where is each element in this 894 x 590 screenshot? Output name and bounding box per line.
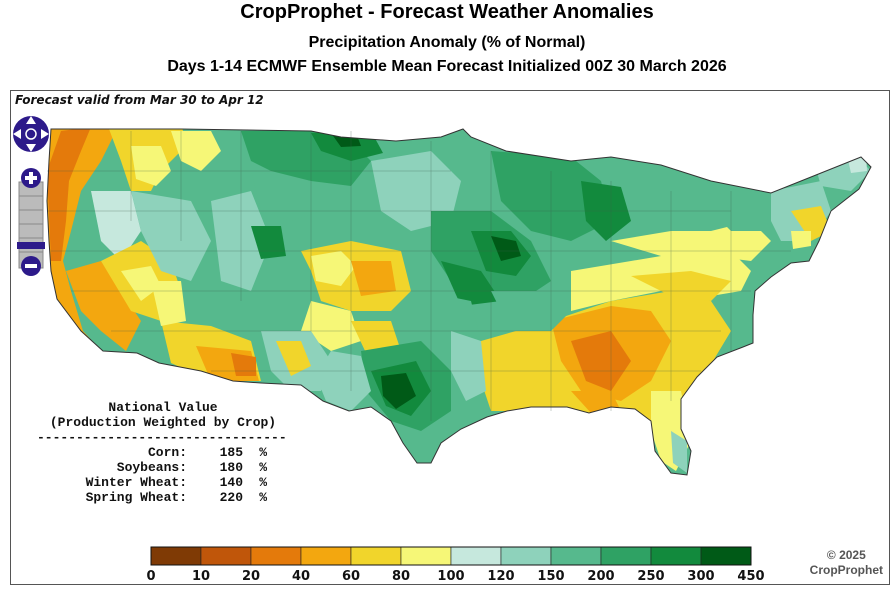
legend-swatch: [700, 546, 752, 566]
crop-unit: %: [259, 490, 267, 505]
minus-icon: [25, 264, 37, 268]
forecast-valid-text: Forecast valid from Mar 30 to Apr 12: [15, 93, 264, 107]
legend-frame: [150, 546, 752, 566]
legend-tick-label: 250: [637, 569, 664, 584]
crop-row: Corn: 185%: [37, 445, 289, 460]
crop-unit: %: [259, 445, 267, 460]
crop-row: Spring Wheat: 220%: [37, 490, 289, 505]
national-rule: --------------------------------: [37, 430, 287, 445]
legend-swatch: [650, 546, 702, 566]
crop-row: Winter Wheat: 140%: [37, 475, 289, 490]
us-outline: [46, 128, 872, 476]
legend-tick-label: 80: [392, 569, 410, 584]
copyright-year: © 2025: [826, 548, 866, 562]
legend-tick-label: 300: [687, 569, 714, 584]
legend-tick-label: 40: [292, 569, 310, 584]
crop-row: Soybeans: 180%: [37, 460, 289, 475]
crop-label: Spring Wheat:: [85, 490, 187, 505]
crop-label: Soybeans:: [116, 460, 187, 475]
color-legend: 0 10 20 40 60 80 100 120 150 200 250 300 450: [146, 546, 765, 584]
legend-tick-label: 10: [192, 569, 210, 584]
legend-tick-label: 120: [487, 569, 514, 584]
state-borders-layer: [47, 131, 791, 421]
zoom-out-button[interactable]: [21, 256, 41, 276]
zoom-slider[interactable]: [17, 181, 45, 269]
copyright-owner: CropProphet: [809, 563, 883, 577]
pan-down-icon: [26, 144, 36, 152]
legend-swatch: [350, 546, 402, 566]
map-panel[interactable]: 0 10 20 40 60 80 100 120 150 200 250 300 450 Forecas…: [10, 90, 890, 585]
legend-tick-label: 60: [342, 569, 360, 584]
crop-value: 140: [219, 475, 243, 490]
pan-right-icon: [41, 129, 49, 139]
legend-tick-label: 20: [242, 569, 260, 584]
legend-swatch: [150, 546, 202, 566]
zoom-handle: [17, 242, 45, 249]
national-value-box: National Value (Production Weighted by C…: [37, 400, 289, 505]
legend-tick-label: 100: [437, 569, 464, 584]
crop-value: 220: [219, 490, 243, 505]
map-navigation-controls[interactable]: [12, 112, 52, 282]
legend-tick-label: 450: [737, 569, 764, 584]
national-header: National Value: [108, 400, 218, 415]
subtitle: Precipitation Anomaly (% of Normal): [308, 34, 586, 51]
legend-swatch: [200, 546, 252, 566]
anomaly-fill-layer: [47, 129, 871, 475]
crop-label: Winter Wheat:: [85, 475, 187, 490]
legend-swatch: [300, 546, 352, 566]
crop-unit: %: [259, 460, 267, 475]
precip-anomaly-map[interactable]: 0 10 20 40 60 80 100 120 150 200 250 300 450: [11, 91, 890, 585]
legend-swatch: [450, 546, 502, 566]
subtitle-forecast-info: Days 1-14 ECMWF Ensemble Mean Forecast I…: [167, 58, 727, 75]
legend-tick-label: 150: [537, 569, 564, 584]
crop-value: 180: [219, 460, 243, 475]
legend-tick-label: 200: [587, 569, 614, 584]
pan-left-icon: [13, 129, 21, 139]
pan-control[interactable]: [13, 116, 49, 152]
legend-swatch: [400, 546, 452, 566]
legend-swatch: [500, 546, 552, 566]
crop-value: 185: [219, 445, 243, 460]
legend-swatch: [250, 546, 302, 566]
legend-tick-label: 0: [146, 569, 155, 584]
zoom-in-button[interactable]: [21, 168, 41, 188]
copyright: © 2025 CropProphet: [810, 548, 883, 578]
crop-unit: %: [259, 475, 267, 490]
legend-swatch: [550, 546, 602, 566]
main-title: CropProphet - Forecast Weather Anomalies: [240, 1, 654, 23]
national-subheader: (Production Weighted by Crop): [49, 415, 277, 430]
crop-label: Corn:: [147, 445, 187, 460]
pan-up-icon: [26, 116, 36, 124]
legend-swatch: [600, 546, 652, 566]
